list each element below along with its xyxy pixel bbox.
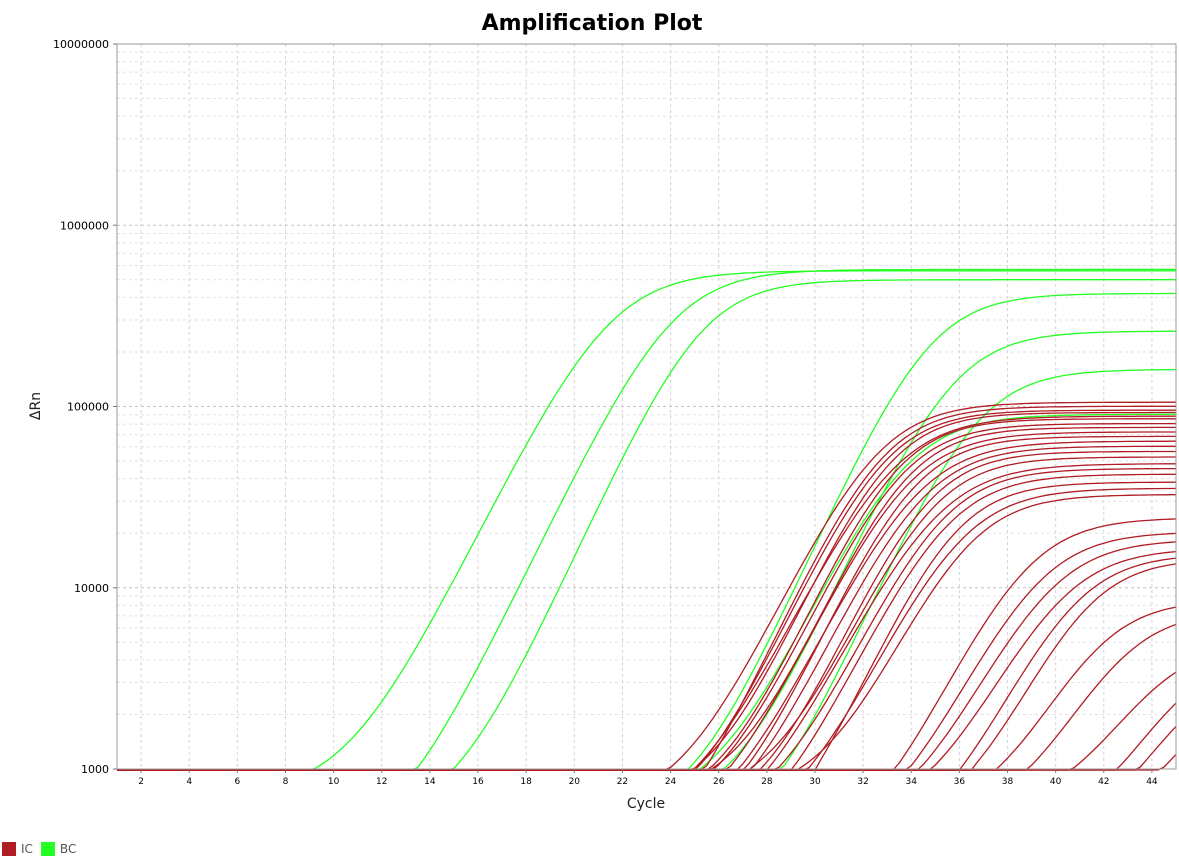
amplification-curve-ic: [117, 550, 1177, 771]
y-axis-label: ΔRn: [28, 392, 44, 420]
x-tick-label: 8: [283, 777, 289, 787]
amplification-curve-ic: [117, 409, 1176, 771]
x-tick-label: 12: [376, 777, 387, 787]
x-axis-label: Cycle: [627, 796, 665, 812]
amplification-curve-bc: [117, 268, 1176, 771]
amplification-curve-ic: [117, 456, 1176, 771]
grid: [117, 44, 1176, 770]
amplification-curve-bc: [117, 292, 1176, 771]
amplification-plot: Amplification Plot 1000 10000 100000 100000…: [28, 11, 1177, 812]
x-tick-label: 40: [1050, 777, 1062, 787]
amplification-curve-ic: [117, 481, 1176, 771]
amplification-curve-ic: [117, 753, 1177, 771]
amplification-curve-ic: [117, 557, 1177, 771]
amplification-curve-ic: [117, 422, 1176, 771]
amplification-curve-ic: [117, 418, 1176, 771]
legend-item-ic: IC: [2, 842, 33, 856]
amplification-curve-ic: [117, 563, 1177, 771]
x-tick-label: 22: [617, 777, 628, 787]
x-tick-label: 28: [761, 777, 773, 787]
legend-item-bc: BC: [40, 842, 77, 856]
y-tick-label: 1000000: [60, 219, 109, 232]
y-tick-label: 1000: [81, 763, 109, 776]
legend-swatch-ic: [2, 842, 16, 856]
amplification-curve-ic: [117, 431, 1176, 771]
x-axis: 2 4 6 8 10 12 14 16 18 20 22 24 26 28 30 32 34 36 38 40 42 44: [138, 769, 1158, 787]
amplification-curve-ic: [117, 411, 1176, 771]
x-tick-label: 44: [1146, 777, 1158, 787]
legend-swatch-bc: [40, 842, 55, 856]
x-tick-label: 4: [186, 777, 192, 787]
x-tick-label: 20: [569, 777, 581, 787]
amplification-curve-bc: [117, 330, 1176, 771]
amplification-curve-bc: [117, 413, 1176, 771]
legend: IC BC: [2, 841, 76, 857]
amplification-curve-ic: [117, 702, 1177, 771]
x-tick-label: 30: [809, 777, 821, 787]
amplification-curve-ic: [117, 606, 1177, 771]
y-tick-label: 100000: [67, 401, 109, 414]
chart-title: Amplification Plot: [482, 11, 703, 36]
amplification-curve-ic: [117, 473, 1176, 771]
amplification-curve-bc: [117, 270, 1176, 771]
amplification-curve-ic: [117, 532, 1177, 771]
x-tick-label: 10: [328, 777, 340, 787]
curves: [117, 268, 1177, 771]
amplification-curve-ic: [117, 494, 1176, 771]
amplification-curve-ic: [117, 541, 1177, 771]
x-tick-label: 38: [1002, 777, 1014, 787]
x-tick-label: 42: [1098, 777, 1109, 787]
amplification-curve-ic: [117, 445, 1176, 771]
amplification-curve-ic: [117, 450, 1176, 771]
x-tick-label: 18: [520, 777, 532, 787]
legend-label-ic: IC: [21, 842, 33, 856]
amplification-curve-ic: [117, 467, 1176, 771]
amplification-curve-ic: [117, 463, 1176, 771]
x-tick-label: 26: [713, 777, 725, 787]
x-tick-label: 16: [472, 777, 484, 787]
amplification-curve-ic: [117, 518, 1177, 771]
amplification-curve-ic: [117, 415, 1176, 771]
x-tick-label: 32: [857, 777, 868, 787]
x-tick-label: 6: [234, 777, 240, 787]
y-tick-label: 10000: [74, 582, 109, 595]
x-tick-label: 24: [665, 777, 677, 787]
x-tick-label: 36: [954, 777, 966, 787]
x-tick-label: 2: [138, 777, 144, 787]
legend-label-bc: BC: [59, 842, 77, 856]
amplification-curve-ic: [117, 435, 1176, 771]
x-tick-label: 14: [424, 777, 436, 787]
amplification-curve-ic: [117, 671, 1177, 771]
y-tick-label: 10000000: [53, 38, 109, 51]
x-tick-label: 34: [906, 777, 918, 787]
y-axis: 1000 10000 100000 1000000 10000000: [53, 38, 117, 776]
